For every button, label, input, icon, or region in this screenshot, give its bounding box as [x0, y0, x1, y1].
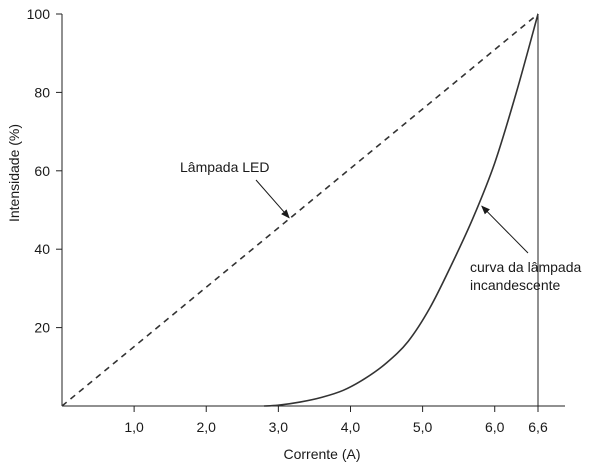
annotation-text-line: incandescente	[470, 277, 561, 293]
annotation-text-line: Lâmpada LED	[180, 159, 270, 175]
y-tick-label: 60	[34, 163, 50, 179]
x-tick-label: 1,0	[124, 419, 144, 435]
x-tick-label: 2,0	[197, 419, 217, 435]
y-tick-label: 20	[34, 320, 50, 336]
x-tick-label: 6,6	[528, 419, 548, 435]
annotation-led-arrow	[255, 179, 290, 219]
x-axis-label: Corrente (A)	[283, 446, 360, 462]
x-tick-label: 4,0	[341, 419, 361, 435]
series-line-led	[61, 13, 539, 407]
y-ticks: 20 40 60 80 100	[27, 6, 62, 336]
x-tick-label: 3,0	[269, 419, 289, 435]
annotation-layer: Lâmpada LED curva da lâmpada incandescente	[180, 159, 582, 293]
annotation-incandescent-label: curva da lâmpada incandescente	[470, 259, 582, 293]
x-tick-label: 6,0	[485, 419, 505, 435]
y-tick-label: 100	[27, 6, 51, 22]
y-tick-label: 40	[34, 241, 50, 257]
series-line-incandescent	[263, 13, 539, 407]
x-tick-label: 5,0	[413, 419, 433, 435]
annotation-incandescent-arrow	[481, 205, 529, 254]
axes	[61, 14, 565, 407]
annotation-led-label: Lâmpada LED	[180, 159, 270, 175]
annotation-text-line: curva da lâmpada	[470, 259, 582, 275]
y-tick-label: 80	[34, 84, 50, 100]
series-layer	[61, 13, 539, 407]
y-axis-label: Intensidade (%)	[6, 124, 22, 222]
x-ticks: 1,0 2,0 3,0 4,0 5,0 6,0 6,6	[124, 406, 548, 435]
